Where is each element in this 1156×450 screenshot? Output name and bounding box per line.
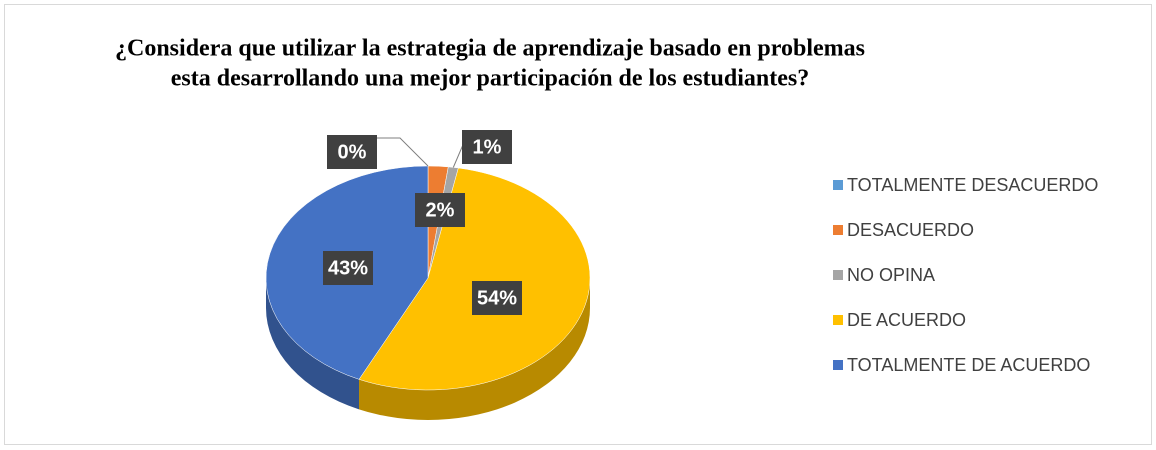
legend-swatch (833, 270, 843, 280)
data-label: 43% (328, 257, 368, 279)
legend-label: DE ACUERDO (847, 310, 966, 330)
legend-label: TOTALMENTE DE ACUERDO (847, 355, 1090, 375)
legend: TOTALMENTE DESACUERDO DESACUERDO NO OPINA D… (833, 175, 1098, 375)
legend-swatch (833, 360, 843, 370)
title-line: ¿Considera que utilizar la estrategia de… (115, 36, 865, 62)
chart-border (4, 4, 1152, 445)
data-label-box (323, 251, 373, 285)
title-line: esta desarrollando una mejor participaci… (171, 66, 809, 92)
data-label-box (462, 130, 512, 164)
chart-title: ¿Considera que utilizar la estrategia de… (115, 36, 865, 92)
data-label: 0% (338, 141, 367, 163)
data-label-box (472, 281, 522, 315)
data-label: 1% (473, 136, 502, 158)
pie-sides (266, 278, 590, 420)
legend-swatch (833, 180, 843, 190)
data-label: 2% (426, 199, 455, 221)
pie-slice (358, 167, 591, 391)
pie-side (266, 278, 360, 410)
leader-line (376, 137, 429, 167)
legend-swatch (833, 315, 843, 325)
legend-label: DESACUERDO (847, 220, 974, 240)
legend-label: NO OPINA (847, 265, 935, 285)
data-label-box (327, 135, 377, 169)
legend-swatch (833, 225, 843, 235)
pie-side (359, 278, 590, 420)
data-label-box (415, 193, 465, 227)
data-label: 54% (477, 287, 517, 309)
legend-label: TOTALMENTE DESACUERDO (847, 175, 1098, 195)
